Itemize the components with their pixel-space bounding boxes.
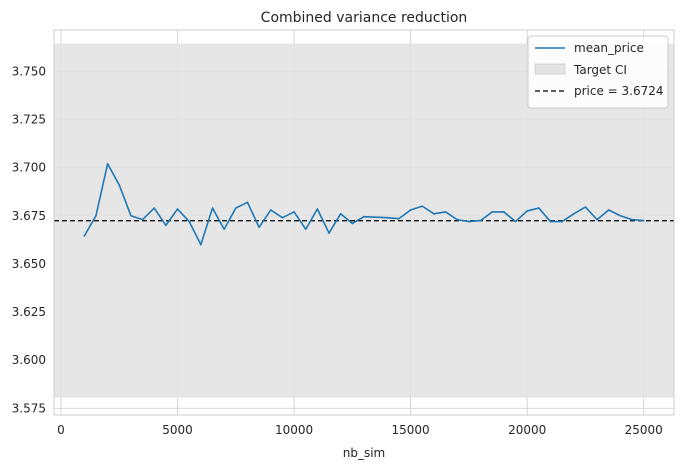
data-point: [572, 213, 575, 215]
x-tick-label: 10000: [275, 423, 313, 437]
data-point: [141, 218, 144, 221]
y-tick-label: 3.700: [12, 161, 46, 175]
data-point: [444, 211, 447, 213]
data-point: [328, 232, 330, 234]
x-axis-label: nb_sim: [343, 446, 386, 460]
data-point: [596, 218, 598, 221]
data-point: [468, 220, 470, 223]
data-point: [130, 214, 132, 217]
data-point: [223, 228, 225, 231]
x-tick-label: 20000: [508, 423, 546, 437]
data-point: [176, 208, 179, 210]
legend-label-price-line: price = 3.6724: [574, 84, 664, 98]
y-tick-label: 3.600: [12, 353, 46, 367]
data-point: [549, 220, 552, 223]
data-point: [304, 228, 307, 231]
y-tick-label: 3.725: [12, 113, 46, 127]
data-point: [433, 213, 435, 215]
plot-frame: [53, 29, 675, 416]
y-ticks: 3.575 3.600 3.625 3.650 3.675 3.700 3.725 3.750: [12, 64, 46, 415]
data-point: [526, 210, 528, 212]
data-point: [642, 219, 645, 222]
data-point: [118, 184, 121, 186]
data-point: [83, 235, 86, 237]
data-point: [316, 208, 319, 210]
data-point: [95, 214, 97, 217]
data-point: [281, 216, 284, 219]
data-point: [538, 207, 540, 209]
data-point: [514, 220, 517, 223]
y-tick-label: 3.575: [12, 401, 46, 415]
data-point: [456, 218, 459, 221]
data-point: [246, 201, 249, 204]
y-tick-label: 3.625: [12, 305, 46, 319]
data-point: [258, 226, 260, 229]
data-point: [619, 214, 622, 217]
y-tick-label: 3.650: [12, 257, 46, 271]
data-point: [165, 224, 167, 227]
x-tick-label: 0: [57, 423, 65, 437]
data-point: [398, 217, 400, 220]
data-point: [421, 205, 424, 207]
data-point: [293, 211, 295, 213]
data-point: [584, 206, 587, 208]
series-line-mean-price: [83, 162, 644, 246]
data-point: [200, 243, 202, 246]
data-point: [339, 213, 342, 215]
data-point: [351, 222, 354, 225]
data-point: [631, 218, 633, 221]
legend-label-target-ci: Target CI: [573, 63, 627, 77]
data-point: [106, 162, 109, 165]
x-tick-label: 15000: [392, 423, 430, 437]
data-point: [269, 209, 272, 211]
data-point: [211, 207, 214, 209]
y-tick-label: 3.675: [12, 209, 46, 223]
data-point: [235, 207, 237, 209]
y-tick-label: 3.750: [12, 64, 46, 78]
data-point: [479, 219, 482, 222]
chart-title: Combined variance reduction: [261, 10, 468, 26]
legend-label-mean-price: mean_price: [574, 41, 644, 55]
data-point: [363, 215, 365, 218]
data-point: [607, 209, 610, 211]
data-point: [503, 211, 505, 213]
legend-box: [527, 35, 669, 109]
series-lines: [83, 162, 645, 246]
x-ticks: 0 5000 10000 15000 20000 25000: [57, 423, 663, 437]
data-point: [153, 207, 156, 209]
x-tick-label: 5000: [162, 423, 193, 437]
data-point: [491, 211, 494, 213]
x-tick-label: 25000: [625, 423, 663, 437]
legend: mean_price Target CI price = 3.6724: [527, 35, 669, 109]
data-point: [386, 216, 389, 219]
data-point: [561, 220, 563, 223]
legend-swatch-target-ci: [534, 63, 566, 75]
data-point: [409, 209, 412, 211]
data-point: [188, 220, 190, 223]
